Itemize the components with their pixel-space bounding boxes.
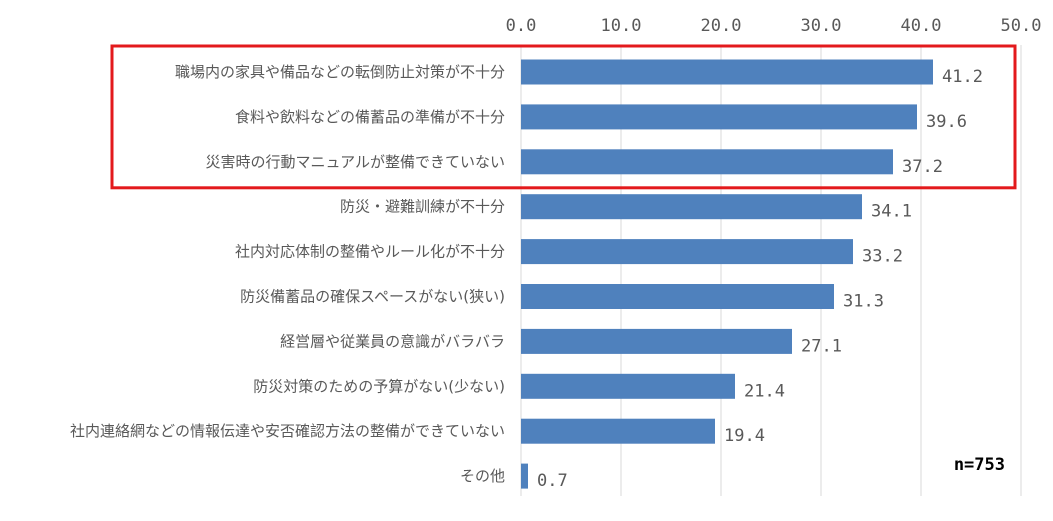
bar bbox=[521, 149, 893, 175]
category-label: その他 bbox=[460, 467, 505, 485]
category-label: 災害時の行動マニュアルが整備できていない bbox=[205, 153, 505, 171]
category-label: 社内連絡網などの情報伝達や安否確認方法の整備ができていない bbox=[70, 422, 505, 440]
highlight-box bbox=[110, 44, 1017, 190]
category-label: 防災・避難訓練が不十分 bbox=[340, 198, 505, 216]
bar bbox=[521, 194, 862, 220]
x-axis-ticks: 0.0 10.0 20.0 30.0 40.0 50.0 bbox=[506, 16, 1042, 36]
bar bbox=[521, 284, 834, 309]
data-label: 21.4 bbox=[744, 381, 785, 401]
bars bbox=[521, 59, 933, 489]
x-tick-label: 10.0 bbox=[601, 16, 642, 36]
category-label: 社内対応体制の整備やルール化が不十分 bbox=[235, 243, 505, 261]
bar bbox=[521, 239, 853, 265]
bar bbox=[521, 373, 735, 399]
category-label: 職場内の家具や備品などの転倒防止対策が不十分 bbox=[175, 63, 505, 81]
bar bbox=[521, 418, 715, 444]
category-label: 食料や飲料などの備蓄品の準備が不十分 bbox=[235, 108, 505, 126]
bar bbox=[521, 104, 917, 130]
data-label: 31.3 bbox=[843, 292, 884, 312]
data-label: 34.1 bbox=[871, 202, 912, 222]
category-labels: 職場内の家具や備品などの転倒防止対策が不十分食料や飲料などの備蓄品の準備が不十分… bbox=[70, 63, 505, 485]
x-tick-label: 30.0 bbox=[801, 16, 842, 36]
category-label: 防災対策のための予算がない(少ない) bbox=[253, 377, 505, 395]
x-tick-label: 20.0 bbox=[701, 16, 742, 36]
data-label: 33.2 bbox=[862, 247, 903, 267]
category-label: 経営層や従業員の意識がバラバラ bbox=[280, 332, 505, 350]
category-label: 防災備蓄品の確保スペースがない(狭い) bbox=[240, 288, 505, 306]
bar bbox=[521, 463, 528, 489]
x-tick-label: 40.0 bbox=[901, 16, 942, 36]
x-tick-label: 0.0 bbox=[506, 16, 537, 36]
data-label: 27.1 bbox=[801, 336, 842, 356]
x-tick-label: 50.0 bbox=[1001, 16, 1042, 36]
data-label: 19.4 bbox=[724, 426, 765, 446]
data-label: 39.6 bbox=[926, 112, 967, 132]
value-labels: 41.2 39.6 37.2 34.1 33.2 31.3 27.1 21.4 19.4 0.7 bbox=[537, 67, 983, 491]
data-label: 41.2 bbox=[942, 67, 983, 87]
data-label: 0.7 bbox=[537, 471, 568, 491]
sample-size-note: n=753 bbox=[954, 455, 1005, 475]
bar bbox=[521, 328, 792, 354]
data-label: 37.2 bbox=[902, 157, 943, 177]
bar bbox=[521, 59, 933, 85]
